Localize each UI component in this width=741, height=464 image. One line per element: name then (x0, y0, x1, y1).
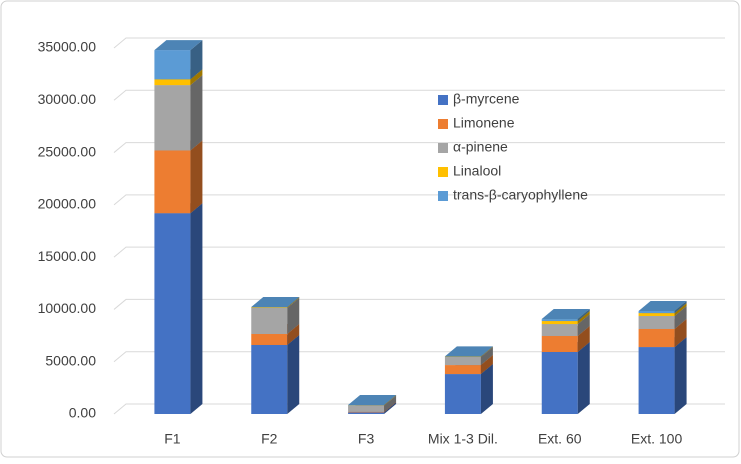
y-tick-label: 25000.00 (38, 143, 97, 159)
bar-segment (154, 213, 190, 414)
bar-segment (348, 412, 384, 414)
bar-segment (154, 79, 190, 85)
bar-segment (154, 50, 190, 79)
bar-segment (251, 345, 287, 414)
bar-segment (542, 324, 578, 336)
legend-swatch (438, 143, 448, 153)
bar-segment (639, 347, 675, 414)
x-tick-label: F3 (358, 431, 375, 447)
bar-segment (639, 313, 675, 316)
bar-segment (348, 406, 384, 412)
legend-swatch (438, 167, 448, 177)
bar-segment (251, 334, 287, 345)
y-tick-label: 30000.00 (38, 91, 97, 107)
y-tick-label: 10000.00 (38, 300, 97, 316)
y-tick-label: 0.00 (69, 405, 96, 421)
y-tick-label: 15000.00 (38, 248, 97, 264)
legend-swatch (438, 191, 448, 201)
bar-side (675, 337, 687, 414)
bar-side (287, 335, 299, 414)
x-tick-label: Ext. 100 (631, 431, 683, 447)
legend-swatch (438, 119, 448, 129)
y-tick-label: 20000.00 (38, 196, 97, 212)
legend-label: β-myrcene (453, 91, 520, 107)
bar-segment (639, 329, 675, 347)
y-tick-label: 35000.00 (38, 39, 97, 55)
legend-label: trans-β-caryophyllene (453, 187, 588, 203)
legend-label: Limonene (453, 115, 515, 131)
legend-label: Linalool (453, 163, 501, 179)
bar-segment (542, 336, 578, 352)
x-tick-label: Mix 1-3 Dil. (428, 431, 498, 447)
bar-segment (639, 316, 675, 329)
x-tick-label: Ext. 60 (538, 431, 582, 447)
chart-border (1, 1, 739, 457)
bar-segment (154, 85, 190, 150)
bar-segment (445, 365, 481, 374)
bar-segment (445, 357, 481, 365)
legend-label: α-pinene (453, 139, 508, 155)
bar-segment (348, 412, 384, 413)
bar-side (190, 140, 202, 213)
bar-segment (445, 374, 481, 414)
y-tick-label: 5000.00 (45, 352, 96, 368)
bar-segment (542, 319, 578, 321)
x-tick-label: F2 (261, 431, 278, 447)
bar-side (190, 203, 202, 414)
bar-segment (251, 308, 287, 334)
legend-swatch (438, 95, 448, 105)
bar-segment (251, 307, 287, 308)
x-tick-label: F1 (164, 431, 181, 447)
bar-segment (542, 321, 578, 324)
bar-segment (639, 311, 675, 313)
bar-side (578, 342, 590, 414)
bar-side (190, 75, 202, 150)
bar-segment (154, 150, 190, 213)
bar-segment (542, 352, 578, 414)
